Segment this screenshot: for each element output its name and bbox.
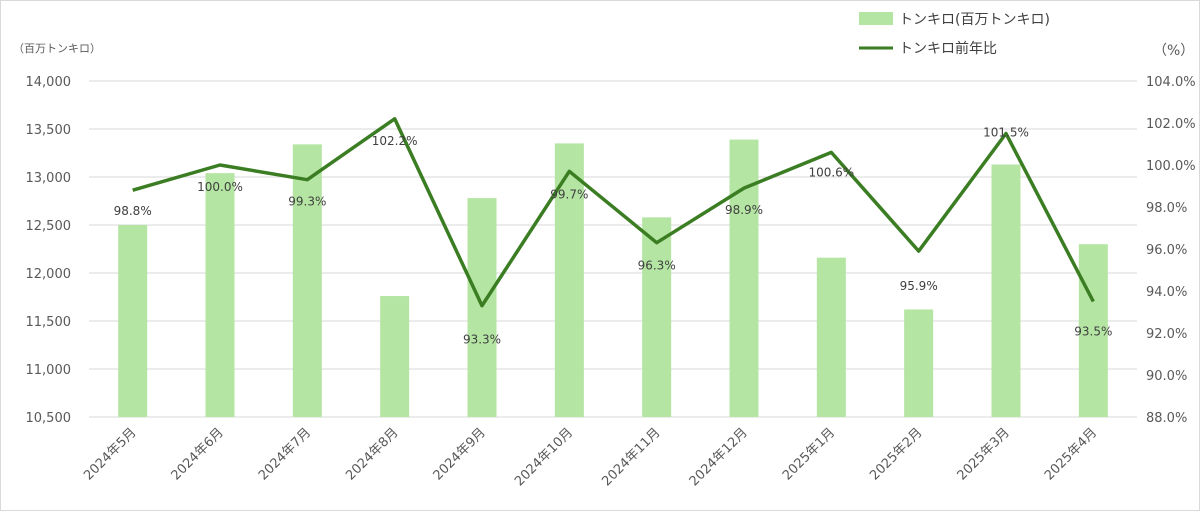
- bar: [904, 309, 933, 417]
- left-tick-label: 11,500: [26, 315, 72, 330]
- bar: [293, 144, 322, 417]
- x-tick-label: 2025年2月: [867, 425, 925, 483]
- x-tick-label: 2024年5月: [81, 425, 139, 483]
- right-tick-label: 96.0%: [1146, 243, 1187, 258]
- bar: [206, 173, 235, 417]
- data-label: 102.2%: [372, 134, 418, 148]
- left-tick-label: 13,500: [26, 123, 72, 138]
- legend-bar-label: トンキロ(百万トンキロ): [899, 12, 1050, 28]
- x-tick-label: 2024年7月: [256, 425, 314, 483]
- data-label: 98.8%: [114, 204, 152, 218]
- data-label: 96.3%: [638, 259, 676, 273]
- left-tick-label: 10,500: [26, 411, 72, 426]
- x-tick-label: 2024年9月: [431, 425, 489, 483]
- gridlines: [89, 81, 1137, 417]
- left-tick-label: 13,000: [26, 171, 72, 186]
- bar: [118, 225, 147, 417]
- data-label: 101.5%: [983, 126, 1029, 140]
- x-tick-label: 2025年1月: [780, 425, 838, 483]
- bar: [468, 198, 497, 417]
- data-label: 93.5%: [1074, 325, 1112, 339]
- x-tick-label: 2025年3月: [955, 425, 1013, 483]
- left-tick-label: 14,000: [26, 75, 72, 90]
- left-tick-label: 12,000: [26, 267, 72, 282]
- legend-line-label: トンキロ前年比: [899, 40, 997, 57]
- x-tick-label: 2024年10月: [512, 425, 576, 489]
- legend: トンキロ(百万トンキロ) トンキロ前年比: [859, 12, 1050, 57]
- data-label: 100.0%: [197, 180, 243, 194]
- legend-bar-swatch: [859, 12, 893, 25]
- right-tick-label: 102.0%: [1146, 117, 1196, 132]
- bar: [642, 217, 671, 417]
- data-label: 98.9%: [725, 203, 763, 217]
- right-axis-unit: （%）: [1153, 43, 1194, 59]
- right-tick-label: 104.0%: [1146, 75, 1196, 90]
- left-axis-unit: （百万トンキロ）: [13, 42, 101, 55]
- right-tick-label: 98.0%: [1146, 201, 1187, 216]
- right-tick-label: 94.0%: [1146, 285, 1187, 300]
- data-labels: 98.8% 100.0% 99.3% 102.2% 93.3% 99.7% 96.3% 98.…: [114, 126, 1113, 347]
- x-tick-label: 2024年8月: [343, 425, 401, 483]
- bar: [992, 165, 1021, 417]
- bar-series: [118, 140, 1108, 417]
- data-label: 100.6%: [808, 165, 854, 179]
- bar: [817, 258, 846, 417]
- left-tick-label: 11,000: [26, 363, 72, 378]
- yoy-line: [133, 119, 1094, 306]
- x-tick-label: 2025年4月: [1042, 425, 1100, 483]
- data-label: 95.9%: [900, 279, 938, 293]
- bar: [380, 296, 409, 417]
- x-tick-label: 2024年6月: [169, 425, 227, 483]
- left-tick-label: 12,500: [26, 219, 72, 234]
- line-series: [133, 119, 1094, 306]
- right-tick-label: 92.0%: [1146, 327, 1187, 342]
- bar: [730, 140, 759, 417]
- x-tick-label: 2024年11月: [599, 425, 663, 489]
- right-tick-label: 88.0%: [1146, 411, 1187, 426]
- data-label: 93.3%: [463, 333, 501, 347]
- data-label: 99.3%: [288, 195, 326, 209]
- right-tick-label: 100.0%: [1146, 159, 1196, 174]
- x-tick-label: 2024年12月: [687, 425, 751, 489]
- right-tick-label: 90.0%: [1146, 369, 1187, 384]
- data-label: 99.7%: [550, 187, 588, 201]
